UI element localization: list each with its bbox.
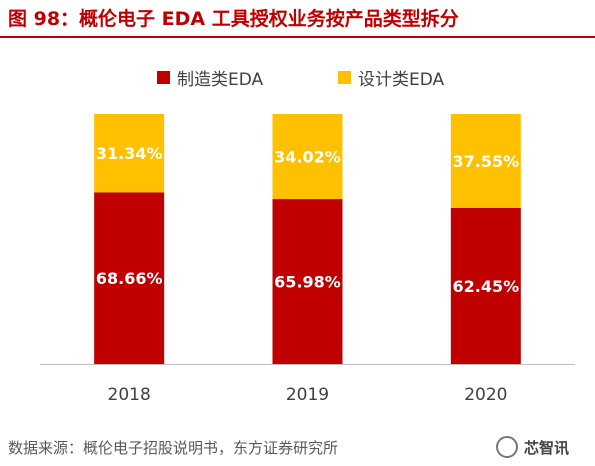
x-tick-label-2018: 2018 xyxy=(108,385,151,405)
bar-segment-design-2018 xyxy=(94,114,165,193)
x-tick-label-2019: 2019 xyxy=(286,385,329,405)
data-label-design-2020: 37.55% xyxy=(453,152,520,171)
bar-segment-manufacturing-2018 xyxy=(94,192,165,364)
data-label-manufacturing-2018: 68.66% xyxy=(96,269,163,288)
legend-label-design: 设计类EDA xyxy=(358,69,445,90)
title-divider xyxy=(0,36,595,38)
bar-segment-design-2020 xyxy=(450,114,521,208)
page-title: 图 98：概伦电子 EDA 工具授权业务按产品类型拆分 xyxy=(8,8,459,30)
wechat-logo-icon xyxy=(496,436,518,458)
legend-item-manufacturing: 制造类EDA xyxy=(157,64,263,90)
legend-swatch-design xyxy=(338,70,351,84)
legend-swatch-manufacturing xyxy=(157,70,170,84)
data-label-design-2019: 34.02% xyxy=(274,148,341,167)
watermark: 芯智讯 xyxy=(496,433,590,461)
bar-segment-design-2019 xyxy=(272,114,343,200)
watermark-text: 芯智讯 xyxy=(524,438,570,457)
source-note: 数据来源：概伦电子招股说明书，东方证券研究所 xyxy=(8,439,339,457)
bar-segment-manufacturing-2019 xyxy=(272,199,343,364)
bar-segment-manufacturing-2020 xyxy=(450,207,521,364)
data-label-manufacturing-2020: 62.45% xyxy=(453,277,520,296)
data-label-design-2018: 31.34% xyxy=(96,144,163,163)
x-tick-label-2020: 2020 xyxy=(464,385,507,405)
chart-legend: 制造类EDA 设计类EDA xyxy=(0,64,595,90)
data-label-manufacturing-2019: 65.98% xyxy=(274,273,341,292)
legend-label-manufacturing: 制造类EDA xyxy=(177,69,264,90)
legend-item-design: 设计类EDA xyxy=(338,64,444,90)
